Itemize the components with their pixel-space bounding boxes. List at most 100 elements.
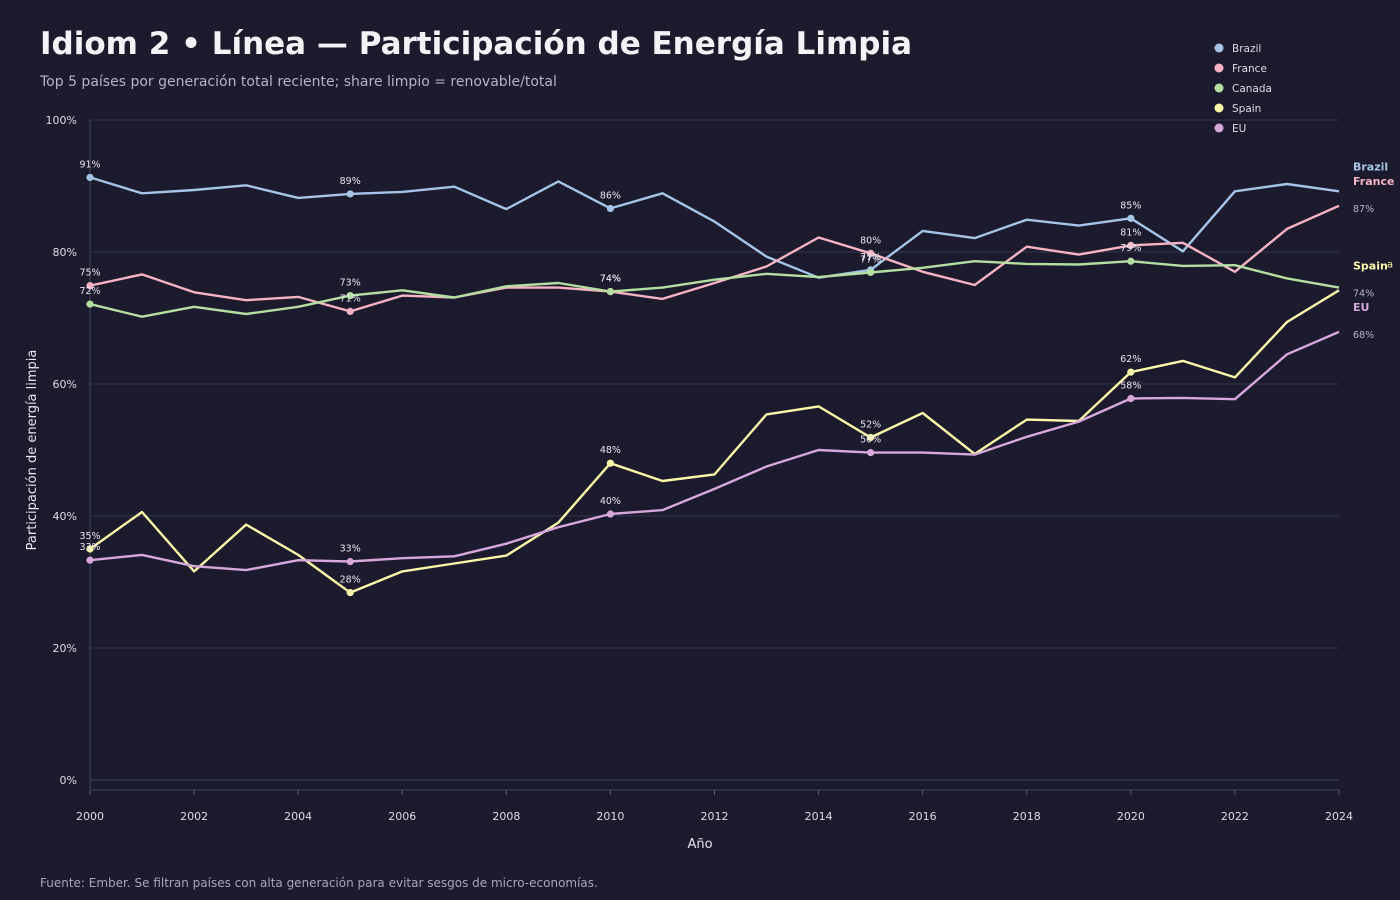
y-tick-label: 40% (53, 510, 77, 523)
data-point-france (1127, 241, 1135, 249)
data-point-eu (1127, 394, 1135, 403)
legend: Brazil France Canada Spain EU (1214, 43, 1272, 135)
y-tick-label: 20% (53, 642, 77, 655)
x-tick-label: 2018 (1013, 810, 1041, 823)
data-point-brazil (606, 204, 615, 213)
data-label-canada: 72% (79, 286, 100, 297)
data-label-france: 80% (860, 235, 881, 246)
data-label-brazil: 77% (860, 252, 881, 263)
data-point-canada (86, 300, 94, 308)
data-point-canada (1127, 257, 1135, 265)
data-point-canada (346, 291, 354, 300)
y-tick-label: 100% (46, 114, 77, 127)
data-point-france (86, 282, 94, 290)
series-lines (89, 176, 1340, 594)
legend-marker-canada (1214, 83, 1224, 93)
legend-label-spain: Spain (1232, 103, 1261, 115)
end-value-france: 87% (1353, 204, 1374, 215)
data-point-canada (867, 268, 875, 277)
data-label-france: 71% (340, 293, 361, 304)
data-point-brazil (1127, 214, 1135, 222)
data-label-canada: 74% (600, 274, 621, 285)
legend-label-canada: Canada (1232, 83, 1272, 95)
end-labels: Brazil France 87% Spain 74% EU 68% a (1353, 160, 1394, 341)
data-label-spain: 35% (79, 531, 100, 542)
y-tick-label: 80% (53, 246, 77, 259)
line-chart: 0% 20% 40% 60% 80% 100% 2000 2002 2004 2006 2008 20… (25, 43, 1394, 852)
data-point-brazil (86, 173, 94, 182)
series-points (86, 173, 1135, 597)
data-label-eu: 33% (340, 544, 361, 555)
end-label-note: a (1387, 259, 1393, 270)
x-tick-label: 2014 (805, 810, 833, 823)
data-point-eu (86, 556, 94, 564)
x-tick-label: 2004 (284, 810, 312, 823)
data-label-brazil: 89% (340, 176, 361, 187)
data-point-eu (867, 449, 875, 457)
data-label-spain: 52% (860, 419, 881, 430)
data-label-france: 81% (1120, 227, 1141, 238)
data-label-france: 75% (79, 268, 100, 279)
data-label-spain: 62% (1120, 354, 1141, 365)
x-tick-label: 2006 (388, 810, 416, 823)
chart-subtitle: Top 5 países por generación total recien… (40, 74, 557, 90)
end-label-france: France (1353, 175, 1394, 188)
legend-marker-brazil (1214, 43, 1224, 53)
end-value-spain: 74% (1353, 288, 1374, 299)
data-point-eu (346, 557, 354, 566)
data-label-eu: 40% (600, 496, 621, 507)
data-label-france: 74% (600, 274, 621, 285)
data-label-eu: 50% (860, 435, 881, 446)
data-point-spain (867, 433, 875, 442)
y-tick-label: 60% (53, 378, 77, 391)
x-tick-label: 2020 (1117, 810, 1145, 823)
series-line-canada (89, 260, 1340, 318)
data-point-france (867, 249, 875, 257)
axes: 0% 20% 40% 60% 80% 100% 2000 2002 2004 2006 2008 20… (46, 114, 1353, 823)
data-point-spain (1127, 368, 1135, 376)
data-point-france (346, 307, 354, 315)
y-tick-label: 0% (60, 774, 77, 787)
data-label-brazil: 91% (79, 159, 100, 170)
data-label-canada: 73% (340, 278, 361, 289)
data-point-eu (606, 510, 615, 518)
data-label-canada: 79% (1120, 243, 1141, 254)
data-label-brazil: 85% (1120, 200, 1141, 211)
x-tick-label: 2000 (76, 810, 104, 823)
legend-label-brazil: Brazil (1232, 43, 1261, 55)
x-axis-label: Año (687, 837, 712, 852)
data-label-canada: 77% (860, 254, 881, 265)
data-label-eu: 33% (79, 542, 100, 553)
x-tick-label: 2010 (596, 810, 624, 823)
series-line-spain (89, 289, 1340, 594)
data-label-eu: 58% (1120, 381, 1141, 392)
data-point-brazil (346, 190, 354, 198)
legend-marker-eu (1214, 123, 1224, 133)
x-tick-label: 2022 (1221, 810, 1249, 823)
data-point-spain (606, 459, 615, 467)
legend-label-france: France (1232, 63, 1267, 75)
data-point-spain (86, 545, 94, 553)
x-tick-label: 2008 (492, 810, 520, 823)
y-axis-label: Participación de energía limpia (25, 350, 40, 551)
x-tick-label: 2016 (909, 810, 937, 823)
x-tick-label: 2024 (1325, 810, 1353, 823)
end-label-spain: Spain (1353, 259, 1388, 272)
chart-footer: Fuente: Ember. Se filtran países con alt… (40, 876, 598, 890)
end-value-eu: 68% (1353, 330, 1374, 341)
data-point-canada (606, 288, 615, 296)
grid-lines (90, 119, 1339, 781)
end-label-eu: EU (1353, 301, 1369, 314)
data-label-spain: 48% (600, 445, 621, 456)
chart-title: Idiom 2 • Línea — Participación de Energ… (40, 26, 913, 62)
legend-marker-france (1214, 63, 1224, 73)
data-point-spain (346, 588, 354, 597)
data-label-brazil: 86% (600, 190, 621, 201)
end-label-brazil: Brazil (1353, 160, 1388, 173)
legend-marker-spain (1214, 103, 1224, 113)
x-tick-label: 2012 (701, 810, 729, 823)
legend-label-eu: EU (1232, 123, 1246, 135)
data-label-spain: 28% (340, 575, 361, 586)
x-tick-label: 2002 (180, 810, 208, 823)
point-labels: 91%89%86%77%85%75%71%74%80%81%72%73% 74%7… (79, 159, 1141, 585)
